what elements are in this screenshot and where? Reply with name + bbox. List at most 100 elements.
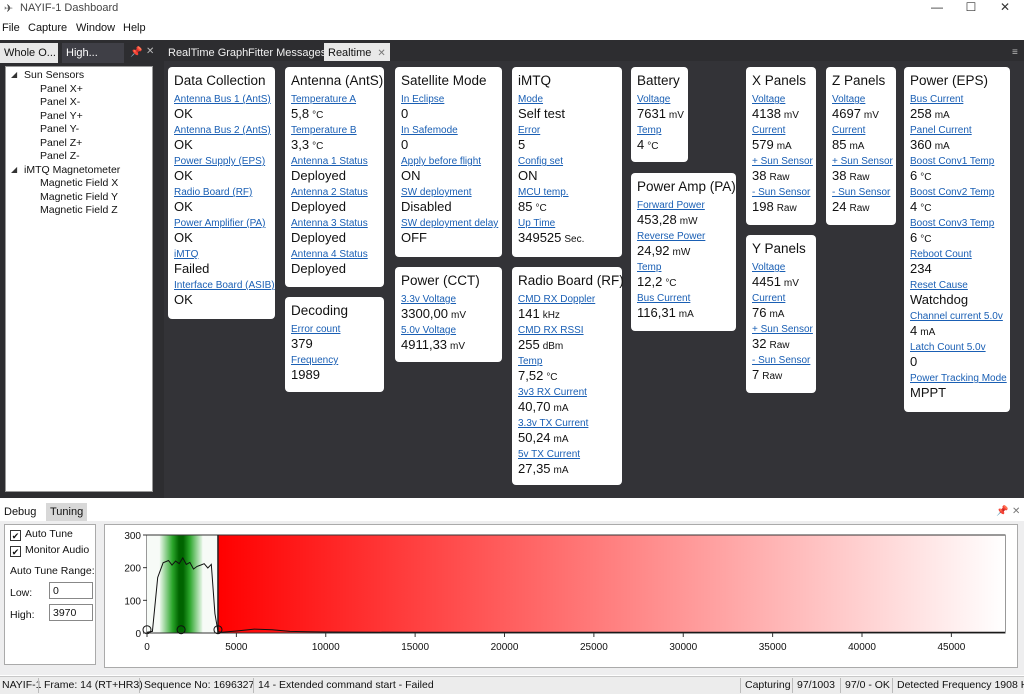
- field-label-link[interactable]: Temp: [518, 356, 543, 367]
- field-label-link[interactable]: Boost Conv1 Temp: [910, 156, 995, 167]
- menu-window[interactable]: Window: [76, 22, 116, 34]
- field-label-link[interactable]: + Sun Sensor: [752, 324, 813, 335]
- monitor-audio-checkbox[interactable]: ✔ Monitor Audio: [10, 544, 89, 557]
- field-label-link[interactable]: Temperature A: [291, 94, 357, 105]
- field-label-link[interactable]: - Sun Sensor: [752, 355, 811, 366]
- tree-item[interactable]: Panel X+: [40, 82, 83, 95]
- field-label-link[interactable]: - Sun Sensor: [752, 187, 811, 198]
- pin-icon[interactable]: 📌: [996, 506, 1009, 517]
- high-input[interactable]: [49, 604, 93, 621]
- field-label-link[interactable]: Voltage: [637, 94, 671, 105]
- tree-expand-icon[interactable]: ◢: [11, 70, 18, 79]
- tree-group[interactable]: Sun Sensors: [24, 69, 85, 81]
- field-label-link[interactable]: In Eclipse: [401, 94, 445, 105]
- field-label-link[interactable]: - Sun Sensor: [832, 187, 891, 198]
- field-label-link[interactable]: Bus Current: [637, 293, 691, 304]
- tab-fitter-messages[interactable]: Fitter Messages: [244, 43, 330, 63]
- field-label-link[interactable]: Forward Power: [637, 200, 705, 211]
- tab-debug[interactable]: Debug: [0, 503, 40, 521]
- field-label-link[interactable]: Boost Conv2 Temp: [910, 187, 995, 198]
- field-label-link[interactable]: Frequency: [291, 355, 339, 366]
- tab-menu-icon[interactable]: ≡: [1012, 47, 1018, 58]
- field-label-link[interactable]: Radio Board (RF): [174, 187, 253, 198]
- field-label-link[interactable]: Antenna 4 Status: [291, 249, 368, 260]
- field-label-link[interactable]: Temp: [637, 262, 662, 273]
- tab-realtime[interactable]: Realtime ✕: [324, 43, 390, 63]
- menu-file[interactable]: File: [2, 22, 20, 34]
- field-label-link[interactable]: Current: [752, 125, 786, 136]
- field-label-link[interactable]: Mode: [518, 94, 544, 105]
- field-label-link[interactable]: Voltage: [752, 262, 786, 273]
- close-tab-icon[interactable]: ✕: [377, 48, 386, 59]
- tree-item[interactable]: Panel X-: [40, 96, 81, 108]
- tree-item[interactable]: Magnetic Field Y: [40, 190, 119, 203]
- field-label-link[interactable]: Power Supply (EPS): [174, 156, 266, 167]
- field-label-link[interactable]: Error count: [291, 324, 341, 335]
- pin-icon[interactable]: 📌: [130, 47, 143, 58]
- field-label-link[interactable]: 3.3v Voltage: [401, 294, 457, 305]
- tab-whole-orbit[interactable]: Whole O...: [0, 43, 58, 63]
- field-label-link[interactable]: 3.3v TX Current: [518, 418, 589, 429]
- field-label-link[interactable]: SW deployment: [401, 187, 472, 198]
- tab-high-resolution[interactable]: High...: [62, 43, 124, 63]
- field-label-link[interactable]: Reverse Power: [637, 231, 706, 242]
- value-text: 76: [752, 305, 767, 320]
- tab-realtime-graph[interactable]: RealTime Graph: [164, 43, 252, 63]
- tree-item[interactable]: Panel Z-: [40, 150, 80, 162]
- field-label-link[interactable]: Power Amplifier (PA): [174, 218, 266, 229]
- close-pane-icon[interactable]: ✕: [146, 46, 155, 57]
- field-label-link[interactable]: In Safemode: [401, 125, 458, 136]
- field-label-link[interactable]: Bus Current: [910, 94, 964, 105]
- field-label-link[interactable]: Antenna 2 Status: [291, 187, 368, 198]
- field-label-link[interactable]: Reset Cause: [910, 280, 968, 291]
- field-label-link[interactable]: Antenna 3 Status: [291, 218, 368, 229]
- field-label-link[interactable]: Antenna 1 Status: [291, 156, 368, 167]
- field-label-link[interactable]: 5.0v Voltage: [401, 325, 457, 336]
- field-label-link[interactable]: Interface Board (ASIB): [174, 280, 275, 291]
- tree-item[interactable]: Panel Y-: [40, 123, 80, 135]
- auto-tune-checkbox[interactable]: ✔ Auto Tune: [10, 528, 73, 541]
- tree-item[interactable]: Magnetic Field Z: [40, 204, 118, 216]
- spectrum-chart[interactable]: 0 100 200 300 0 5000 10000 15000 20000 25000 30000…: [105, 525, 1017, 667]
- field-label-link[interactable]: Latch Count 5.0v: [910, 342, 986, 353]
- field-label-link[interactable]: Boost Conv3 Temp: [910, 218, 995, 229]
- field-label-link[interactable]: 5v TX Current: [518, 449, 581, 460]
- maximize-button[interactable]: ☐: [965, 0, 977, 14]
- tab-tuning[interactable]: Tuning: [46, 503, 88, 521]
- tree-group[interactable]: iMTQ Magnetometer: [24, 163, 121, 176]
- field-label-link[interactable]: SW deployment delay: [401, 218, 499, 229]
- field-label-link[interactable]: Config set: [518, 156, 564, 167]
- field-label-link[interactable]: Error: [518, 125, 541, 136]
- tree-item[interactable]: Panel Y+: [40, 109, 83, 122]
- close-button[interactable]: ✕: [999, 0, 1011, 14]
- low-input[interactable]: [49, 582, 93, 599]
- tree-expand-icon[interactable]: ◢: [11, 164, 18, 174]
- field-label-link[interactable]: Current: [832, 125, 866, 136]
- field-label-link[interactable]: Apply before flight: [401, 156, 482, 167]
- field-label-link[interactable]: 3v3 RX Current: [518, 387, 587, 398]
- field-label-link[interactable]: Reboot Count: [910, 249, 972, 260]
- field-label-link[interactable]: + Sun Sensor: [752, 156, 813, 167]
- field-label-link[interactable]: Temp: [637, 125, 662, 136]
- field-label-link[interactable]: Voltage: [752, 94, 786, 105]
- field-label-link[interactable]: iMTQ: [174, 249, 199, 260]
- field-label-link[interactable]: + Sun Sensor: [832, 156, 893, 167]
- field-label-link[interactable]: Panel Current: [910, 125, 972, 136]
- field-label-link[interactable]: Antenna Bus 2 (AntS): [174, 125, 271, 136]
- field-label-link[interactable]: CMD RX RSSI: [518, 325, 584, 336]
- menu-capture[interactable]: Capture: [28, 22, 68, 34]
- field-label-link[interactable]: Power Tracking Mode: [910, 373, 1007, 384]
- tree-item[interactable]: Panel Z+: [40, 136, 83, 149]
- field-label-link[interactable]: Up Time: [518, 218, 556, 229]
- field-label-link[interactable]: Temperature B: [291, 125, 357, 136]
- menu-help[interactable]: Help: [123, 22, 146, 34]
- field-label-link[interactable]: Antenna Bus 1 (AntS): [174, 94, 271, 105]
- field-label-link[interactable]: Current: [752, 293, 786, 304]
- close-pane-icon[interactable]: ✕: [1012, 506, 1021, 517]
- field-label-link[interactable]: Voltage: [832, 94, 866, 105]
- tree-item[interactable]: Magnetic Field X: [40, 177, 119, 189]
- minimize-button[interactable]: —: [931, 0, 943, 14]
- field-label-link[interactable]: Channel current 5.0v: [910, 311, 1003, 322]
- field-label-link[interactable]: CMD RX Doppler: [518, 294, 596, 305]
- field-label-link[interactable]: MCU temp.: [518, 187, 569, 198]
